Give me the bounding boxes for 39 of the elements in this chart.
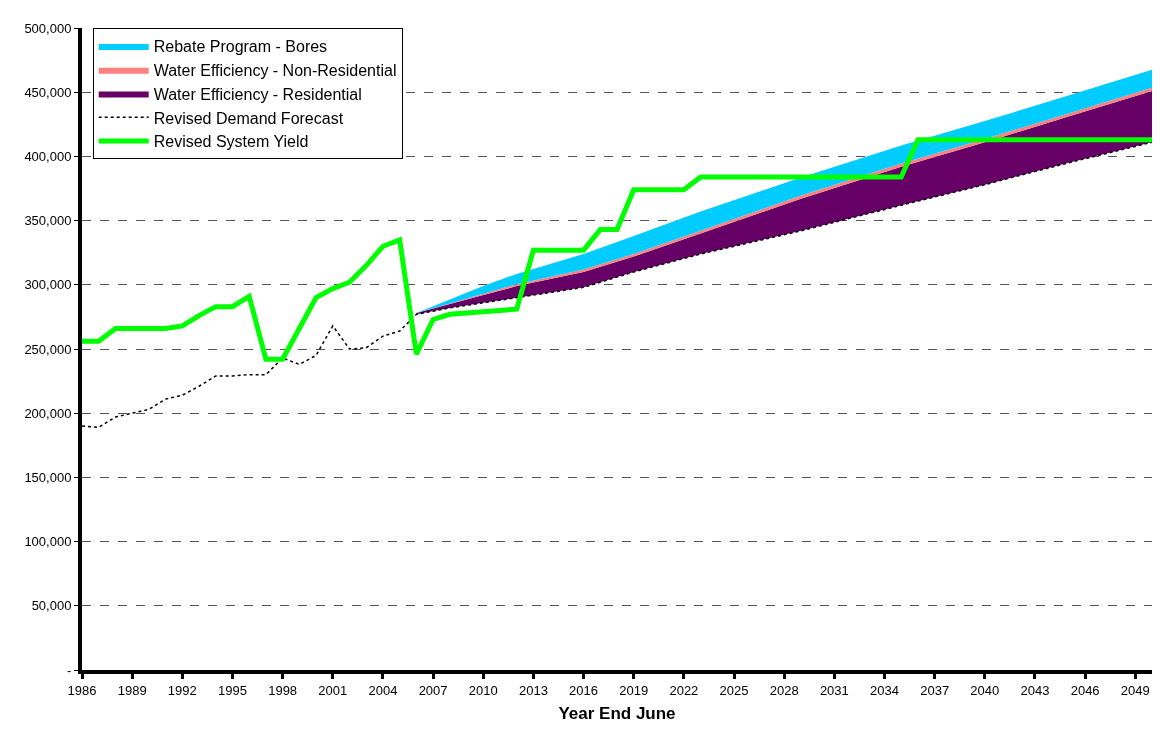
x-tick-label: 1989 [117,682,147,698]
y-tick-label: 50,000 [31,598,72,614]
x-tick-label: 2028 [769,682,799,698]
y-tick-label: 250,000 [24,341,72,357]
x-tick-label: 2019 [619,682,649,698]
x-tick-label: 2007 [418,682,448,698]
y-tick-label: 300,000 [24,277,72,293]
y-tick-label: 200,000 [24,405,72,421]
y-tick-label: 450,000 [24,84,72,100]
y-tick-label: 350,000 [24,213,72,229]
legend-label: Rebate Program - Bores [153,38,328,56]
x-tick-label: 2040 [970,682,1000,698]
legend-label: Water Efficiency - Non-Residential [153,61,397,79]
y-tick-label: 150,000 [24,469,72,485]
x-tick-label: 1998 [268,682,298,698]
x-tick-label: 2025 [719,682,749,698]
legend-label: Water Efficiency - Residential [153,85,362,103]
legend-label: Revised System Yield [153,133,309,151]
x-tick-label: 2004 [368,682,398,698]
legend-label: Revised Demand Forecast [153,109,344,127]
x-tick-label: 2010 [468,682,498,698]
x-tick-label: 2013 [518,682,548,698]
x-tick-label: 2022 [669,682,699,698]
x-tick-label: 2046 [1070,682,1100,698]
x-tick-label: 2043 [1020,682,1050,698]
x-tick-label: 1992 [167,682,197,698]
x-tick-label: 1986 [67,682,97,698]
x-tick-label: 2034 [870,682,899,698]
x-axis-title: Year End June [558,704,676,724]
x-tick-label: 2037 [920,682,950,698]
x-tick-label: 2001 [318,682,348,698]
x-tick-label: 1995 [218,682,247,698]
y-tick-label: 500,000 [24,20,72,36]
x-tick-label: 2031 [819,682,849,698]
x-tick-label: 2049 [1120,682,1150,698]
y-tick-label: 400,000 [24,148,72,164]
y-tick-label: - [67,662,72,678]
y-tick-label: 100,000 [24,534,72,550]
x-tick-label: 2016 [569,682,599,698]
